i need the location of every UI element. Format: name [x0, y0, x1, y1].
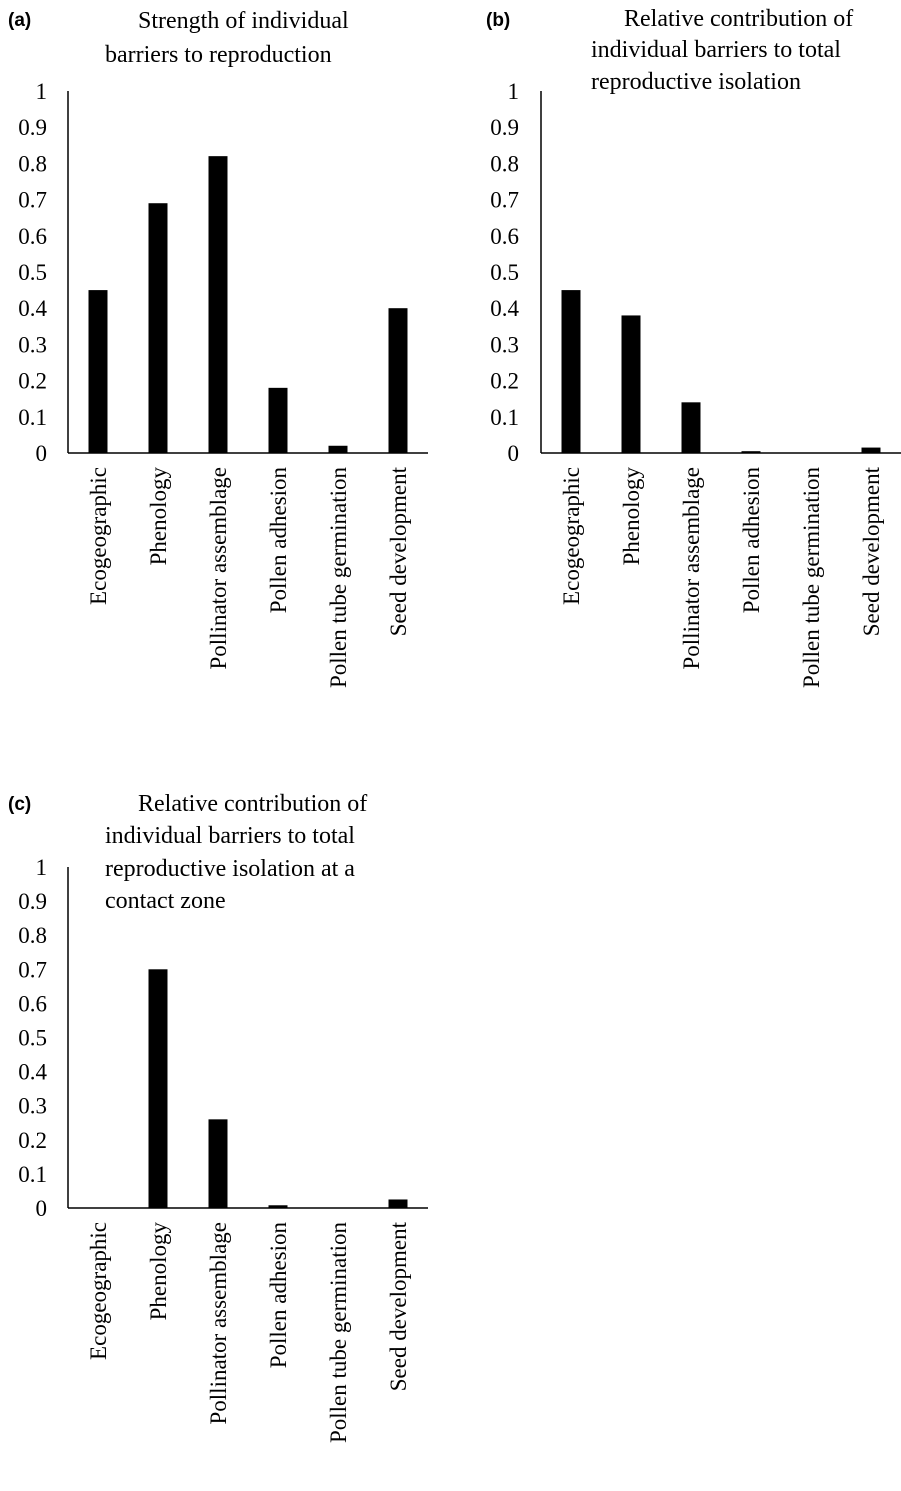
x-category-label-a-5: Pollen tube germination — [326, 467, 351, 689]
y-tick-label-c: 0 — [36, 1196, 48, 1221]
y-tick-label-a: 0.4 — [18, 296, 47, 321]
bar-a-2 — [148, 203, 168, 453]
bar-c-6 — [388, 1199, 408, 1208]
bar-b-4 — [741, 451, 761, 453]
x-category-label-c-6: Seed development — [386, 1221, 411, 1391]
bar-a-3 — [208, 156, 228, 453]
y-tick-label-a: 0.2 — [18, 369, 47, 394]
bar-a-6 — [388, 308, 408, 453]
x-category-label-a-3: Pollinator assemblage — [206, 467, 231, 670]
chart-title-b-line-3: reproductive isolation — [591, 69, 801, 95]
bar-a-4 — [268, 387, 288, 453]
y-tick-label-b: 0.8 — [490, 151, 519, 176]
chart-a: (a) Strength of individual barriers to rep… — [8, 8, 428, 688]
chart-title-c-line-2: individual barriers to total — [105, 823, 355, 849]
y-tick-label-a: 1 — [36, 79, 48, 104]
y-tick-label-b: 0.4 — [490, 296, 519, 321]
chart-b-svg: (b) Relative contribution of individual ba… — [486, 6, 901, 688]
x-category-label-c-5: Pollen tube germination — [326, 1222, 351, 1444]
chart-title-c-line-3: reproductive isolation at a — [105, 856, 355, 882]
x-category-label-c-2: Phenology — [146, 1222, 171, 1321]
bar-c-2 — [148, 969, 168, 1208]
y-tick-label-c: 1 — [36, 855, 48, 880]
y-tick-label-a: 0.5 — [18, 260, 47, 285]
y-tick-label-b: 0 — [508, 441, 520, 466]
y-tick-label-c: 0.2 — [18, 1128, 47, 1153]
y-tick-label-c: 0.1 — [18, 1162, 47, 1187]
x-category-label-a-1: Ecogeographic — [86, 467, 111, 605]
chart-panel-a: (a) Strength of individual barriers to rep… — [0, 0, 450, 745]
bar-b-2 — [621, 315, 641, 453]
y-tick-label-b: 0.6 — [490, 224, 519, 249]
y-tick-label-c: 0.4 — [18, 1060, 47, 1085]
y-tick-label-c: 0.8 — [18, 923, 47, 948]
y-tick-label-a: 0 — [36, 441, 48, 466]
x-category-label-a-4: Pollen adhesion — [266, 467, 291, 614]
panel-label-b: (b) — [486, 10, 510, 31]
y-tick-label-c: 0.3 — [18, 1094, 47, 1119]
y-tick-label-c: 0.5 — [18, 1026, 47, 1051]
bar-b-1 — [561, 290, 581, 453]
y-tick-label-b: 0.7 — [490, 188, 519, 213]
y-tick-label-b: 0.1 — [490, 405, 519, 430]
y-tick-label-a: 0.8 — [18, 151, 47, 176]
y-tick-label-b: 0.5 — [490, 260, 519, 285]
y-tick-label-a: 0.1 — [18, 405, 47, 430]
chart-c-svg: (c) Relative contribution of individual ba… — [8, 791, 428, 1443]
chart-title-b-line-2: individual barriers to total — [591, 37, 841, 63]
y-tick-label-a: 0.6 — [18, 224, 47, 249]
y-tick-label-b: 0.9 — [490, 115, 519, 140]
x-category-label-b-4: Pollen adhesion — [739, 467, 764, 614]
y-tick-label-b: 1 — [508, 79, 520, 104]
bar-c-3 — [208, 1119, 228, 1208]
y-tick-label-a: 0.7 — [18, 188, 47, 213]
chart-panel-c: (c) Relative contribution of individual ba… — [0, 0, 450, 1491]
chart-title-c-line-4: contact zone — [105, 888, 226, 914]
y-tick-label-c: 0.6 — [18, 991, 47, 1016]
x-category-label-b-5: Pollen tube germination — [799, 467, 824, 689]
y-tick-label-c: 0.7 — [18, 957, 47, 982]
chart-panel-b: (b) Relative contribution of individual ba… — [0, 0, 901, 745]
bar-c-4 — [268, 1205, 288, 1208]
chart-title-b-line-1: Relative contribution of — [624, 6, 853, 32]
x-category-label-c-3: Pollinator assemblage — [206, 1222, 231, 1425]
bar-b-6 — [861, 447, 881, 453]
x-category-label-b-2: Phenology — [619, 467, 644, 566]
chart-b: (b) Relative contribution of individual ba… — [486, 6, 901, 688]
y-tick-label-c: 0.9 — [18, 889, 47, 914]
y-tick-label-b: 0.3 — [490, 332, 519, 357]
chart-c: (c) Relative contribution of individual ba… — [8, 791, 428, 1443]
bar-a-1 — [88, 290, 108, 453]
panel-label-c: (c) — [8, 794, 31, 815]
chart-a-svg: (a) Strength of individual barriers to rep… — [8, 8, 428, 688]
bar-b-3 — [681, 402, 701, 453]
chart-title-c-line-1: Relative contribution of — [138, 791, 367, 817]
y-tick-label-b: 0.2 — [490, 369, 519, 394]
x-category-label-a-6: Seed development — [386, 466, 411, 636]
x-category-label-a-2: Phenology — [146, 467, 171, 566]
chart-title-a-line-1: Strength of individual — [138, 8, 349, 34]
chart-title-a-line-2: barriers to reproduction — [105, 42, 332, 68]
x-category-label-b-6: Seed development — [859, 466, 884, 636]
x-category-label-b-1: Ecogeographic — [559, 467, 584, 605]
x-category-label-b-3: Pollinator assemblage — [679, 467, 704, 670]
bar-a-5 — [328, 445, 348, 453]
y-tick-label-a: 0.3 — [18, 332, 47, 357]
x-category-label-c-4: Pollen adhesion — [266, 1222, 291, 1369]
x-category-label-c-1: Ecogeographic — [86, 1222, 111, 1360]
y-tick-label-a: 0.9 — [18, 115, 47, 140]
panel-label-a: (a) — [8, 10, 31, 31]
